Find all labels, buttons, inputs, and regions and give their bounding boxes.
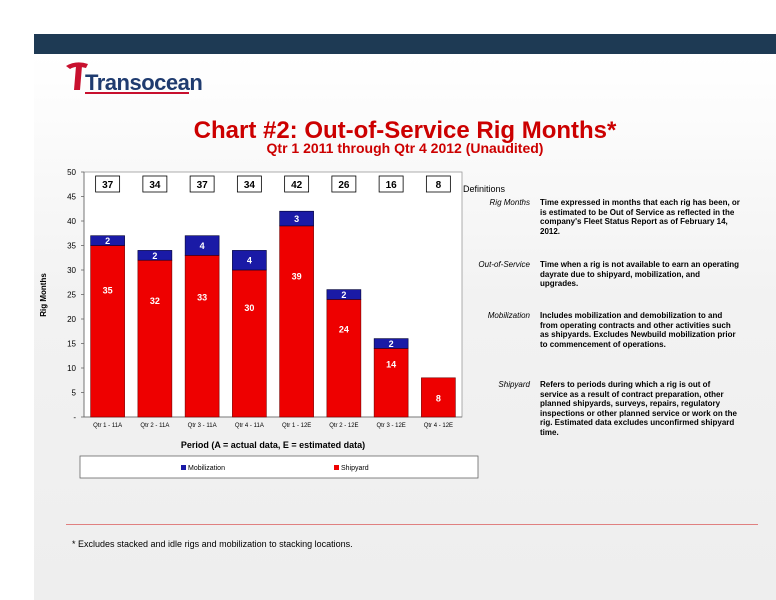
- total-box: [284, 175, 310, 193]
- total-label: 16: [386, 180, 398, 191]
- bar-shipyard: [373, 348, 409, 418]
- y-tick-label: -: [73, 413, 76, 422]
- total-box: [425, 175, 451, 193]
- total-label: 37: [102, 180, 114, 191]
- x-tick-label: Qtr 2 - 11A: [140, 423, 169, 429]
- footer-divider: [66, 524, 758, 525]
- total-box: [189, 175, 215, 193]
- data-label-shipyard: 30: [244, 303, 254, 313]
- bar-shipyard: [421, 377, 456, 418]
- x-tick-label: Qtr 1 - 12E: [282, 423, 311, 429]
- total-box: [95, 175, 121, 193]
- definition-text-shipyard: Refers to periods during which a rig is …: [540, 380, 737, 437]
- x-tick-label: Qtr 3 - 11A: [188, 423, 217, 429]
- legend-box: [79, 455, 479, 479]
- y-tick-label: 15: [67, 340, 76, 349]
- y-tick-label: 20: [67, 315, 76, 324]
- header-band: [34, 34, 776, 54]
- total-box: [236, 175, 262, 193]
- bar-mobilization: [279, 210, 314, 227]
- legend-label-shipyard: Shipyard: [341, 465, 369, 472]
- y-tick-label: 35: [67, 242, 76, 251]
- data-label-shipyard: 39: [292, 271, 302, 281]
- data-label-mobilization: 3: [294, 214, 299, 224]
- data-label-mobilization: 2: [341, 290, 346, 300]
- data-label-mobilization: 2: [152, 251, 157, 261]
- definition-term-mobilization: Mobilization: [487, 311, 530, 320]
- bar-mobilization: [137, 250, 173, 261]
- y-tick-label: 25: [67, 291, 76, 300]
- definition-text-rig-months: Time expressed in months that each rig h…: [540, 198, 740, 236]
- logo-underline: [85, 92, 189, 94]
- logo-text: Transocean: [85, 70, 203, 95]
- bar-shipyard: [232, 269, 267, 418]
- data-label-mobilization: 2: [105, 236, 110, 246]
- y-tick-label: 5: [72, 389, 77, 398]
- data-label-shipyard: 14: [386, 360, 396, 370]
- bar-shipyard: [137, 259, 173, 418]
- bar-mobilization: [373, 338, 409, 349]
- definition-term-rig-months: Rig Months: [489, 198, 530, 207]
- x-axis-title: Period (A = actual data, E = estimated d…: [181, 440, 365, 450]
- total-label: 42: [291, 180, 303, 191]
- total-box: [378, 175, 404, 193]
- data-label-shipyard: 32: [150, 296, 160, 306]
- x-tick-label: Qtr 4 - 12E: [424, 423, 453, 429]
- x-tick-label: Qtr 2 - 12E: [329, 423, 358, 429]
- data-label-shipyard: 24: [339, 324, 349, 334]
- y-axis-title: Rig Months: [39, 273, 48, 317]
- bar-mobilization: [90, 235, 125, 246]
- data-label-shipyard: 35: [103, 286, 113, 296]
- bar-shipyard: [90, 245, 125, 418]
- bar-mobilization: [326, 289, 362, 300]
- y-tick-label: 30: [67, 266, 76, 275]
- total-label: 37: [197, 180, 209, 191]
- data-label-mobilization: 4: [200, 241, 205, 251]
- data-label-shipyard: 33: [197, 293, 207, 303]
- definitions-heading: Definitions: [463, 184, 506, 194]
- y-tick-label: 45: [67, 193, 76, 202]
- bar-mobilization: [184, 235, 220, 256]
- definition-text-out-of-service: Time when a rig is not available to earn…: [540, 260, 740, 288]
- data-label-mobilization: 2: [389, 339, 394, 349]
- total-label: 34: [244, 180, 256, 191]
- x-tick-label: Qtr 1 - 11A: [93, 423, 122, 429]
- x-tick-label: Qtr 4 - 11A: [235, 423, 264, 429]
- data-label-mobilization: 4: [247, 256, 252, 266]
- chart-title: Chart #2: Out-of-Service Rig Months*: [193, 117, 617, 144]
- definition-term-shipyard: Shipyard: [498, 380, 530, 389]
- footnote: * Excludes stacked and idle rigs and mob…: [72, 539, 353, 549]
- legend-swatch-shipyard: [334, 465, 339, 470]
- total-label: 34: [149, 180, 161, 191]
- bar-shipyard: [184, 255, 220, 418]
- total-label: 8: [436, 180, 442, 191]
- legend-label-mobilization: Mobilization: [188, 465, 225, 472]
- bar-shipyard: [279, 225, 314, 418]
- definition-text-mobilization: Includes mobilization and demobilization…: [540, 311, 736, 349]
- bar-shipyard: [326, 299, 362, 418]
- chart-subtitle: Qtr 1 2011 through Qtr 4 2012 (Unaudited…: [266, 140, 544, 156]
- y-tick-label: 50: [67, 168, 76, 177]
- legend-swatch-mobilization: [181, 465, 186, 470]
- x-tick-label: Qtr 3 - 12E: [376, 423, 405, 429]
- y-tick-label: 40: [67, 217, 76, 226]
- definition-term-out-of-service: Out-of-Service: [478, 260, 530, 269]
- total-box: [331, 175, 357, 193]
- bar-mobilization: [232, 250, 267, 271]
- transocean-logo-icon: [66, 62, 88, 90]
- total-box: [142, 175, 168, 193]
- y-tick-label: 10: [67, 364, 76, 373]
- data-label-shipyard: 8: [436, 393, 441, 403]
- total-label: 26: [338, 180, 350, 191]
